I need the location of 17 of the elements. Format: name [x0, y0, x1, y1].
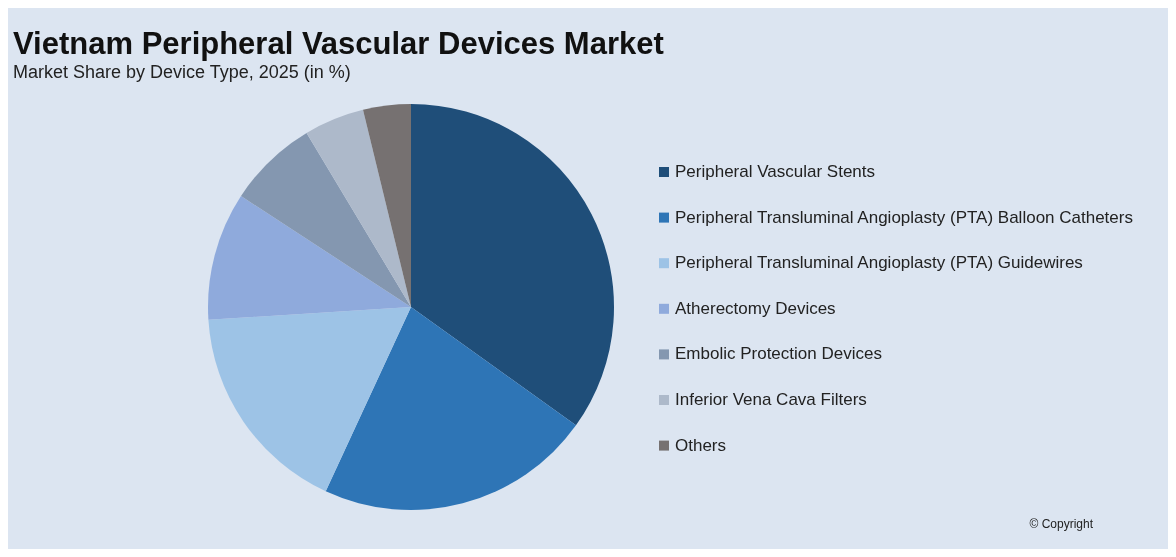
pie-slice — [325, 307, 576, 510]
legend-label: Embolic Protection Devices — [675, 344, 882, 364]
chart-subtitle: Market Share by Device Type, 2025 (in %) — [13, 62, 351, 82]
pie-slice — [411, 104, 614, 426]
pie-slice — [306, 109, 411, 307]
pie-slice — [240, 132, 411, 307]
chart-title: Vietnam Peripheral Vascular Devices Market — [13, 26, 664, 61]
legend-label: Peripheral Transluminal Angioplasty (PTA) Guidewires — [675, 253, 1083, 273]
text: © Copyright — [1029, 517, 1094, 531]
legend-label: Atherectomy Devices — [675, 298, 836, 318]
legend-label: Peripheral Transluminal Angioplasty (PTA) Balloon Catheters — [675, 207, 1133, 227]
pie-slice — [362, 104, 411, 307]
legend-label: Others — [675, 435, 727, 455]
legend-label: Inferior Vena Cava Filters — [675, 390, 867, 409]
pie-slice — [208, 307, 411, 492]
pie-slice — [208, 196, 411, 320]
legend-label: Peripheral Vascular Stents — [675, 162, 876, 181]
